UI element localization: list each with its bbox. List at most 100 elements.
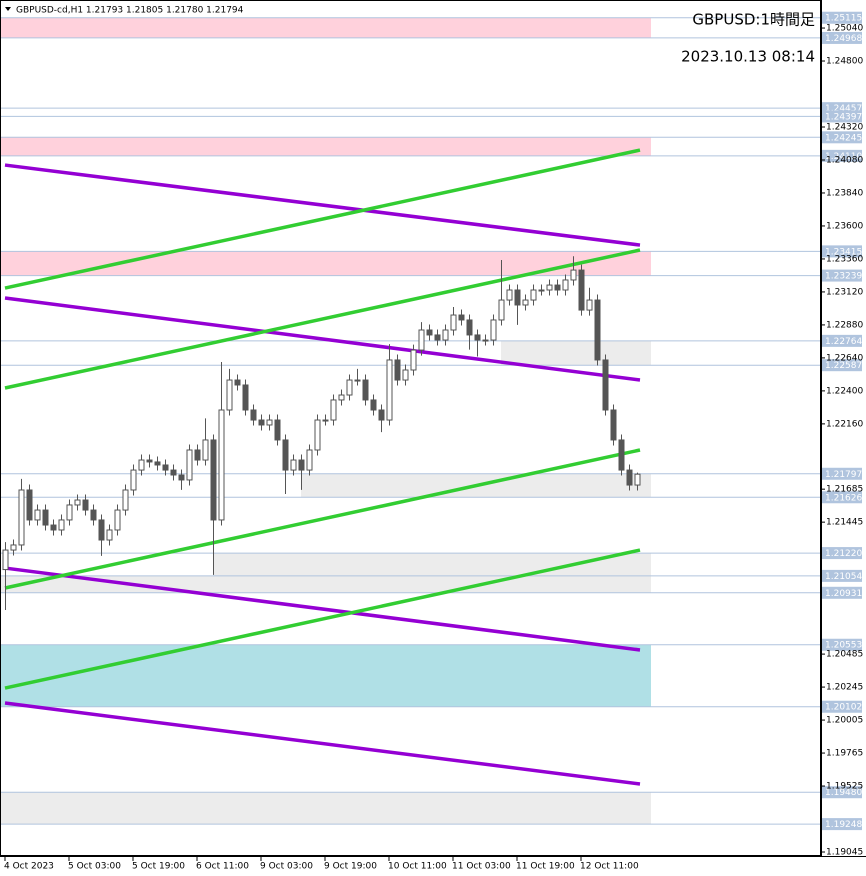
trend-line — [4, 448, 641, 590]
candle-body — [386, 359, 393, 421]
level-label: 1.22764 — [825, 337, 862, 347]
candle-body — [490, 319, 497, 341]
candle-body — [162, 464, 169, 471]
candle-body — [546, 284, 553, 291]
candle-body — [578, 269, 585, 311]
x-tick-label: 9 Oct 19:00 — [324, 862, 377, 872]
y-tick-label: 1.19525 — [826, 782, 863, 792]
level-label-box — [822, 700, 862, 713]
candle-body — [330, 399, 337, 421]
x-tick-label: 10 Oct 11:00 — [388, 862, 447, 872]
candle-body — [210, 439, 217, 521]
candle-body — [594, 299, 601, 361]
x-tick-label: 5 Oct 03:00 — [68, 862, 121, 872]
candle-body — [458, 314, 465, 321]
level-label-box — [822, 131, 862, 144]
y-tick-label: 1.23120 — [826, 287, 863, 297]
candle-body — [602, 359, 609, 411]
candle-body — [42, 509, 49, 526]
plot-border — [0, 0, 821, 856]
trend-line — [4, 248, 641, 390]
candle-body — [50, 524, 57, 531]
level-label: 1.22587 — [825, 361, 862, 371]
level-label: 1.21054 — [825, 572, 862, 582]
candle-body — [554, 284, 561, 291]
candle-body — [122, 489, 129, 511]
level-label: 1.20553 — [825, 641, 862, 651]
y-tick-label: 1.22160 — [826, 419, 863, 429]
trend-line — [4, 548, 641, 690]
candle-body — [562, 279, 569, 291]
candle-body — [434, 334, 441, 341]
level-label-box — [822, 786, 862, 799]
y-tick-label: 1.22880 — [826, 320, 863, 330]
zone — [1, 108, 651, 117]
candle-body — [306, 449, 313, 471]
header: GBPUSD-cd,H1 1.21793 1.21805 1.21780 1.2… — [16, 6, 244, 16]
y-tick-label: 1.23360 — [826, 254, 863, 264]
candle-body — [482, 339, 489, 342]
candle-body — [298, 459, 305, 471]
y-tick-label: 1.23840 — [826, 188, 863, 198]
candle-body — [218, 409, 225, 521]
candle-body — [506, 289, 513, 301]
y-tick-label: 1.25040 — [826, 24, 863, 34]
x-tick-label: 9 Oct 03:00 — [260, 862, 313, 872]
y-tick-label: 1.20005 — [826, 716, 863, 726]
candle-body — [402, 369, 409, 381]
level-label: 1.23415 — [825, 247, 862, 257]
zone — [501, 340, 651, 366]
chart-title: GBPUSD:1時間足 — [692, 11, 815, 29]
level-label-box — [822, 334, 862, 347]
y-tick-label: 1.20485 — [826, 650, 863, 660]
level-label: 1.25115 — [825, 14, 862, 24]
level-label-box — [822, 359, 862, 372]
candle-body — [114, 509, 121, 531]
candle-body — [2, 549, 9, 571]
candle-body — [410, 349, 417, 371]
y-tick-label: 1.20245 — [826, 683, 863, 693]
chart-subtitle: 2023.10.13 08:14 — [681, 48, 815, 66]
candle-body — [394, 359, 401, 381]
candle-body — [250, 409, 257, 421]
level-label: 1.24457 — [825, 104, 862, 114]
candle-body — [530, 289, 537, 301]
trend-line — [4, 148, 641, 290]
y-tick-label: 1.24320 — [826, 122, 863, 132]
x-tick-label: 11 Oct 19:00 — [516, 862, 575, 872]
candle-body — [266, 419, 273, 426]
candle-body — [74, 499, 81, 506]
candle-body — [242, 384, 249, 411]
level-label: 1.21797 — [825, 470, 862, 480]
y-tick-label: 1.22640 — [826, 353, 863, 363]
trend-line — [4, 163, 641, 247]
level-label-box — [822, 586, 862, 599]
x-tick-label: 11 Oct 03:00 — [452, 862, 511, 872]
level-label-box — [822, 569, 862, 582]
candle-body — [10, 544, 17, 551]
x-tick-label: 5 Oct 19:00 — [132, 862, 185, 872]
level-label: 1.21220 — [825, 549, 862, 559]
candle-body — [354, 379, 361, 382]
candle-body — [418, 329, 425, 351]
level-label-box — [822, 491, 862, 504]
candle-body — [314, 419, 321, 451]
candle-body — [186, 449, 193, 481]
dropdown-icon — [5, 7, 11, 11]
trend-line — [4, 701, 641, 786]
level-label-box — [822, 245, 862, 258]
x-tick-label: 6 Oct 11:00 — [196, 862, 249, 872]
zone — [1, 792, 651, 825]
candle-body — [322, 419, 329, 422]
level-label: 1.21626 — [825, 493, 862, 503]
candle-body — [234, 379, 241, 386]
zone — [1, 644, 651, 707]
y-tick-label: 1.24800 — [826, 57, 863, 67]
candle-body — [282, 439, 289, 471]
candle-body — [522, 299, 529, 306]
level-label-box — [822, 547, 862, 560]
candle-body — [34, 509, 41, 521]
candle-body — [202, 439, 209, 461]
candle-body — [570, 269, 577, 281]
